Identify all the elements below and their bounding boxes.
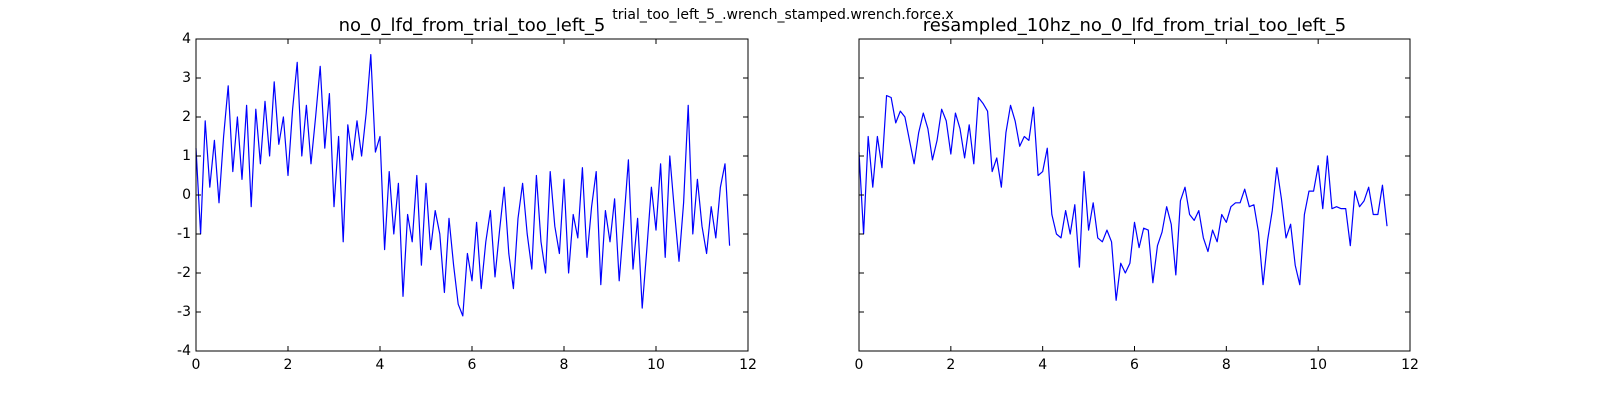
x-tick-label: 4	[376, 357, 385, 373]
suptitle: trial_too_left_5_.wrench_stamped.wrench.…	[612, 7, 953, 23]
y-tick-label: 2	[182, 109, 191, 125]
x-tick-label: 2	[946, 357, 955, 373]
x-tick-label: 10	[1309, 357, 1327, 373]
y-tick-label: 1	[182, 148, 191, 164]
y-tick-label: 0	[182, 187, 191, 203]
y-tick-label: 4	[182, 31, 191, 47]
x-tick-label: 6	[1130, 357, 1139, 373]
axes-title: no_0_lfd_from_trial_too_left_5	[339, 15, 606, 36]
y-tick-label: -4	[177, 343, 191, 359]
y-tick-label: 3	[182, 70, 191, 86]
y-tick-label: -3	[177, 304, 191, 320]
x-tick-label: 0	[855, 357, 864, 373]
axes-title: resampled_10hz_no_0_lfd_from_trial_too_l…	[923, 15, 1346, 36]
axes-frame	[195, 38, 749, 352]
y-tick-label: -1	[177, 226, 191, 242]
x-tick-label: 2	[284, 357, 293, 373]
x-tick-label: 4	[1038, 357, 1047, 373]
data-line	[858, 94, 1388, 301]
x-tick-label: 8	[560, 357, 569, 373]
axes-frame	[858, 38, 1411, 352]
x-tick-label: 10	[647, 357, 665, 373]
x-tick-label: 8	[1222, 357, 1231, 373]
data-line	[195, 54, 731, 317]
y-tick-label: -2	[177, 265, 191, 281]
x-tick-label: 0	[192, 357, 201, 373]
x-tick-label: 12	[1401, 357, 1419, 373]
x-tick-label: 12	[739, 357, 757, 373]
x-tick-label: 6	[468, 357, 477, 373]
